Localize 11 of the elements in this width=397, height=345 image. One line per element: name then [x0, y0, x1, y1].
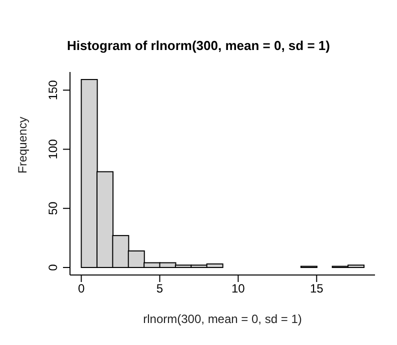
y-tick-label: 150: [46, 80, 60, 100]
chart-title: Histogram of rlnorm(300, mean = 0, sd = 1): [66, 38, 331, 53]
x-tick-label: 0: [78, 282, 85, 296]
y-tick-label: 100: [46, 138, 60, 160]
x-tick-label: 15: [310, 282, 324, 296]
x-tick-label: 5: [156, 282, 164, 296]
y-axis-title: Frequency: [15, 116, 30, 174]
y-tick-label: 0: [46, 264, 60, 271]
y-tick-label: 50: [46, 201, 60, 216]
x-axis-title: rlnorm(300, mean = 0, sd = 1): [143, 312, 302, 326]
x-tick-label: 10: [232, 282, 246, 296]
